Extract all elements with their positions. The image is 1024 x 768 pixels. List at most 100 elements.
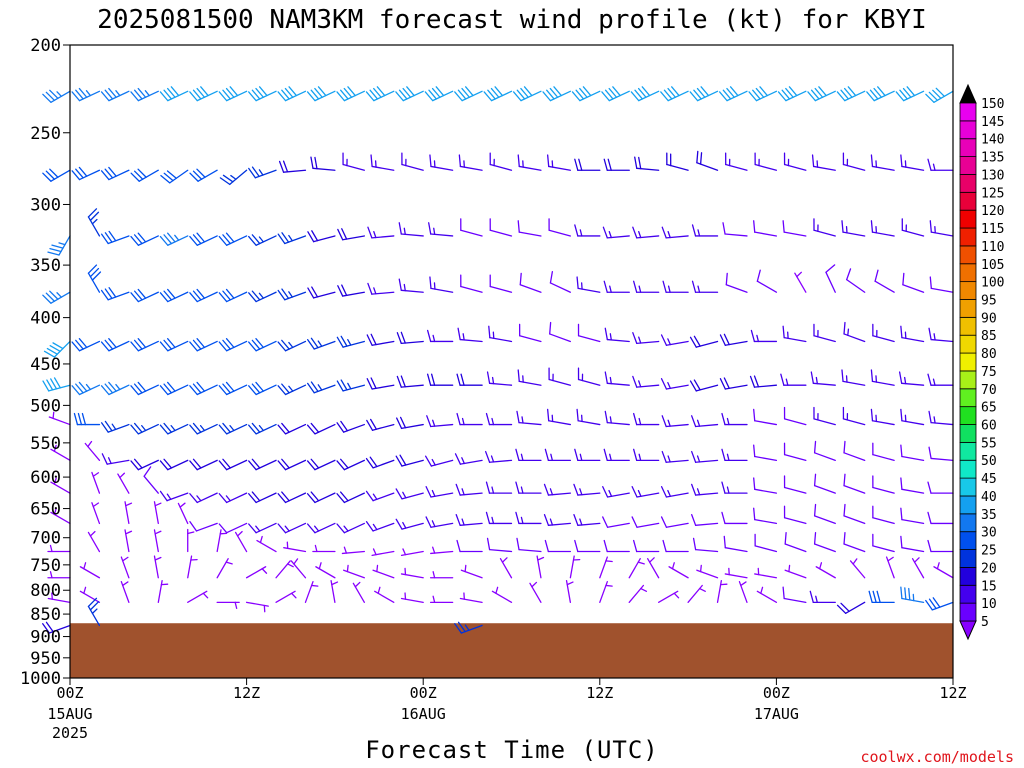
barb-full	[42, 93, 52, 103]
barb-full	[689, 336, 697, 348]
wind-barb	[815, 562, 836, 579]
barb-staff	[400, 233, 424, 237]
barb-full	[429, 154, 432, 168]
barb-full	[143, 466, 152, 477]
colorbar-swatch	[959, 299, 977, 318]
colorbar-swatch	[959, 459, 977, 479]
barb-full	[574, 539, 579, 553]
barb-full	[461, 87, 471, 98]
barb-staff	[813, 335, 836, 343]
barb-half	[377, 586, 381, 594]
barb-half	[608, 489, 613, 497]
wind-barb	[366, 333, 395, 346]
barb-staff	[226, 459, 248, 471]
wind-barb	[927, 539, 954, 553]
barb-full	[877, 86, 886, 97]
wind-barb	[885, 556, 895, 579]
barb-full	[395, 455, 403, 467]
y-tick-label: 550	[30, 434, 61, 454]
barb-staff	[489, 163, 513, 171]
barb-full	[603, 158, 608, 171]
barb-full	[632, 226, 638, 239]
wind-barb	[631, 486, 660, 498]
colorbar-swatch	[959, 388, 977, 408]
barb-full	[630, 91, 640, 102]
wind-barb	[753, 477, 778, 494]
barb-staff	[48, 416, 71, 426]
barb-full	[108, 287, 117, 298]
barb-full	[45, 292, 56, 302]
wind-barb	[660, 334, 689, 346]
barb-half	[815, 376, 818, 385]
wind-barb	[723, 535, 748, 553]
barb-full	[248, 91, 257, 102]
wind-barb	[396, 331, 424, 345]
barb-half	[667, 455, 671, 463]
barb-full	[87, 264, 98, 274]
barb-full	[576, 276, 579, 290]
y-tick-label: 850	[30, 605, 61, 625]
barb-full	[928, 598, 937, 610]
wind-barb	[691, 415, 719, 428]
colorbar-label: 120	[981, 204, 1004, 219]
colorbar-swatch	[959, 424, 977, 443]
barb-half	[667, 489, 672, 497]
wind-barb	[549, 321, 572, 343]
barb-full	[843, 531, 846, 545]
barb-staff	[842, 380, 866, 386]
barb-staff	[499, 558, 513, 579]
barb-half	[343, 525, 349, 532]
wind-barb	[483, 86, 513, 102]
barb-half	[579, 229, 583, 237]
barb-full	[133, 383, 143, 394]
barb-staff	[430, 287, 454, 293]
barb-half	[53, 444, 57, 453]
barb-full	[370, 154, 373, 168]
barb-full	[251, 458, 261, 469]
wind-barb	[576, 408, 601, 426]
barb-half	[259, 535, 263, 544]
barb-staff	[930, 422, 954, 426]
colorbar-label: 115	[981, 222, 1004, 237]
barb-full	[196, 338, 206, 349]
barb-full	[100, 91, 110, 102]
wind-barb	[529, 581, 542, 603]
barb-full	[133, 422, 143, 433]
barb-half	[290, 592, 297, 599]
wind-barb	[842, 406, 866, 426]
barb-staff	[783, 418, 807, 426]
wind-barb	[100, 87, 130, 102]
x-tick-label: 00Z	[763, 684, 790, 702]
barb-full	[130, 341, 140, 352]
barb-full	[78, 166, 88, 177]
barb-half	[91, 608, 98, 615]
wind-barb	[159, 86, 189, 102]
barb-half	[491, 486, 495, 494]
wind-barb	[689, 379, 719, 392]
barb-full	[424, 91, 434, 102]
barb-full	[71, 341, 81, 352]
wind-barb	[71, 87, 101, 102]
wind-barb	[603, 280, 630, 293]
barb-half	[740, 581, 747, 587]
barb-staff	[783, 597, 807, 603]
wind-barb	[900, 477, 925, 494]
barb-half	[638, 380, 642, 388]
wind-barb	[429, 276, 454, 293]
wind-barb	[100, 230, 130, 245]
wind-barb	[47, 544, 71, 553]
barb-full	[607, 158, 612, 171]
wind-barb	[933, 562, 954, 579]
barb-full	[402, 87, 412, 98]
y-tick-label: 300	[30, 195, 61, 215]
barb-staff	[577, 287, 601, 293]
barb-staff	[343, 569, 365, 579]
barb-full	[906, 86, 916, 97]
barb-full	[159, 424, 169, 435]
barb-full	[576, 408, 579, 422]
barb-half	[520, 453, 524, 462]
barb-staff	[901, 165, 925, 171]
barb-staff	[87, 272, 101, 293]
wind-barb	[47, 592, 71, 603]
barb-full	[660, 486, 668, 498]
